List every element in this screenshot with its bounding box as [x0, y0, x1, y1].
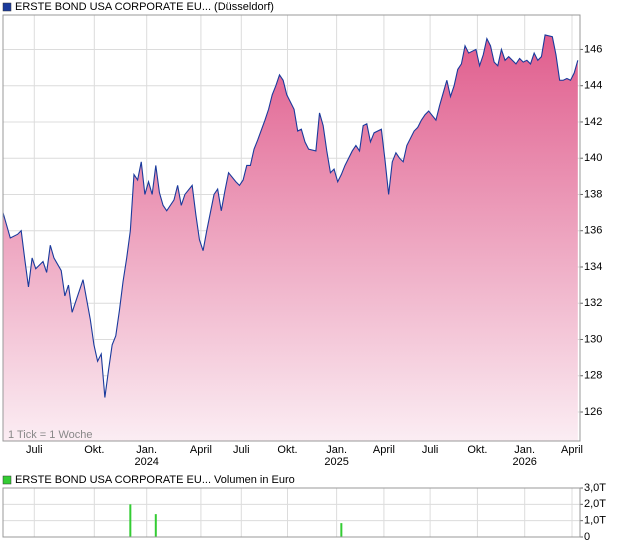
volume-bar: [129, 504, 132, 537]
x-tick-label: Jan.: [514, 444, 535, 456]
y-tick-label: 146: [584, 43, 602, 55]
x-tick-label: Juli: [233, 444, 250, 456]
x-year-label: 2026: [512, 456, 536, 468]
x-tick-label: April: [561, 444, 583, 456]
plot-frame: [2, 14, 581, 442]
y-tick-label: 0: [584, 531, 590, 543]
x-tick-label: Jan.: [136, 444, 157, 456]
plot-frame: [2, 487, 581, 538]
volume-bar: [154, 514, 157, 537]
legend-label: ERSTE BOND USA CORPORATE EU... (Düsseldo…: [15, 1, 274, 13]
x-tick-label: Okt.: [84, 444, 104, 456]
x-year-label: 2024: [134, 456, 158, 468]
x-year-label: 2025: [324, 456, 348, 468]
y-tick-label: 2,0T: [584, 498, 606, 510]
y-tick-label: 126: [584, 406, 602, 418]
y-tick-label: 3,0T: [584, 482, 606, 494]
footnote: 1 Tick = 1 Woche: [8, 429, 92, 441]
x-tick-label: Juli: [422, 444, 439, 456]
y-tick-label: 136: [584, 225, 602, 237]
x-tick-label: Okt.: [277, 444, 297, 456]
y-tick-label: 138: [584, 188, 602, 200]
y-tick-label: 134: [584, 261, 602, 273]
x-tick-label: April: [373, 444, 395, 456]
x-tick-label: April: [190, 444, 212, 456]
y-tick-label: 140: [584, 152, 602, 164]
legend-label: ERSTE BOND USA CORPORATE EU... Volumen i…: [15, 474, 295, 486]
x-tick-label: Jan.: [326, 444, 347, 456]
y-tick-label: 132: [584, 297, 602, 309]
legend-swatch: [2, 2, 12, 12]
y-tick-label: 128: [584, 370, 602, 382]
legend-swatch: [2, 475, 12, 485]
y-tick-label: 144: [584, 80, 602, 92]
volume-bar: [340, 523, 343, 537]
x-tick-label: Okt.: [467, 444, 487, 456]
y-tick-label: 1,0T: [584, 515, 606, 527]
x-tick-label: Juli: [26, 444, 43, 456]
y-tick-label: 130: [584, 333, 602, 345]
price-line: [2, 34, 579, 398]
area: [3, 34, 578, 441]
y-tick-label: 142: [584, 116, 602, 128]
